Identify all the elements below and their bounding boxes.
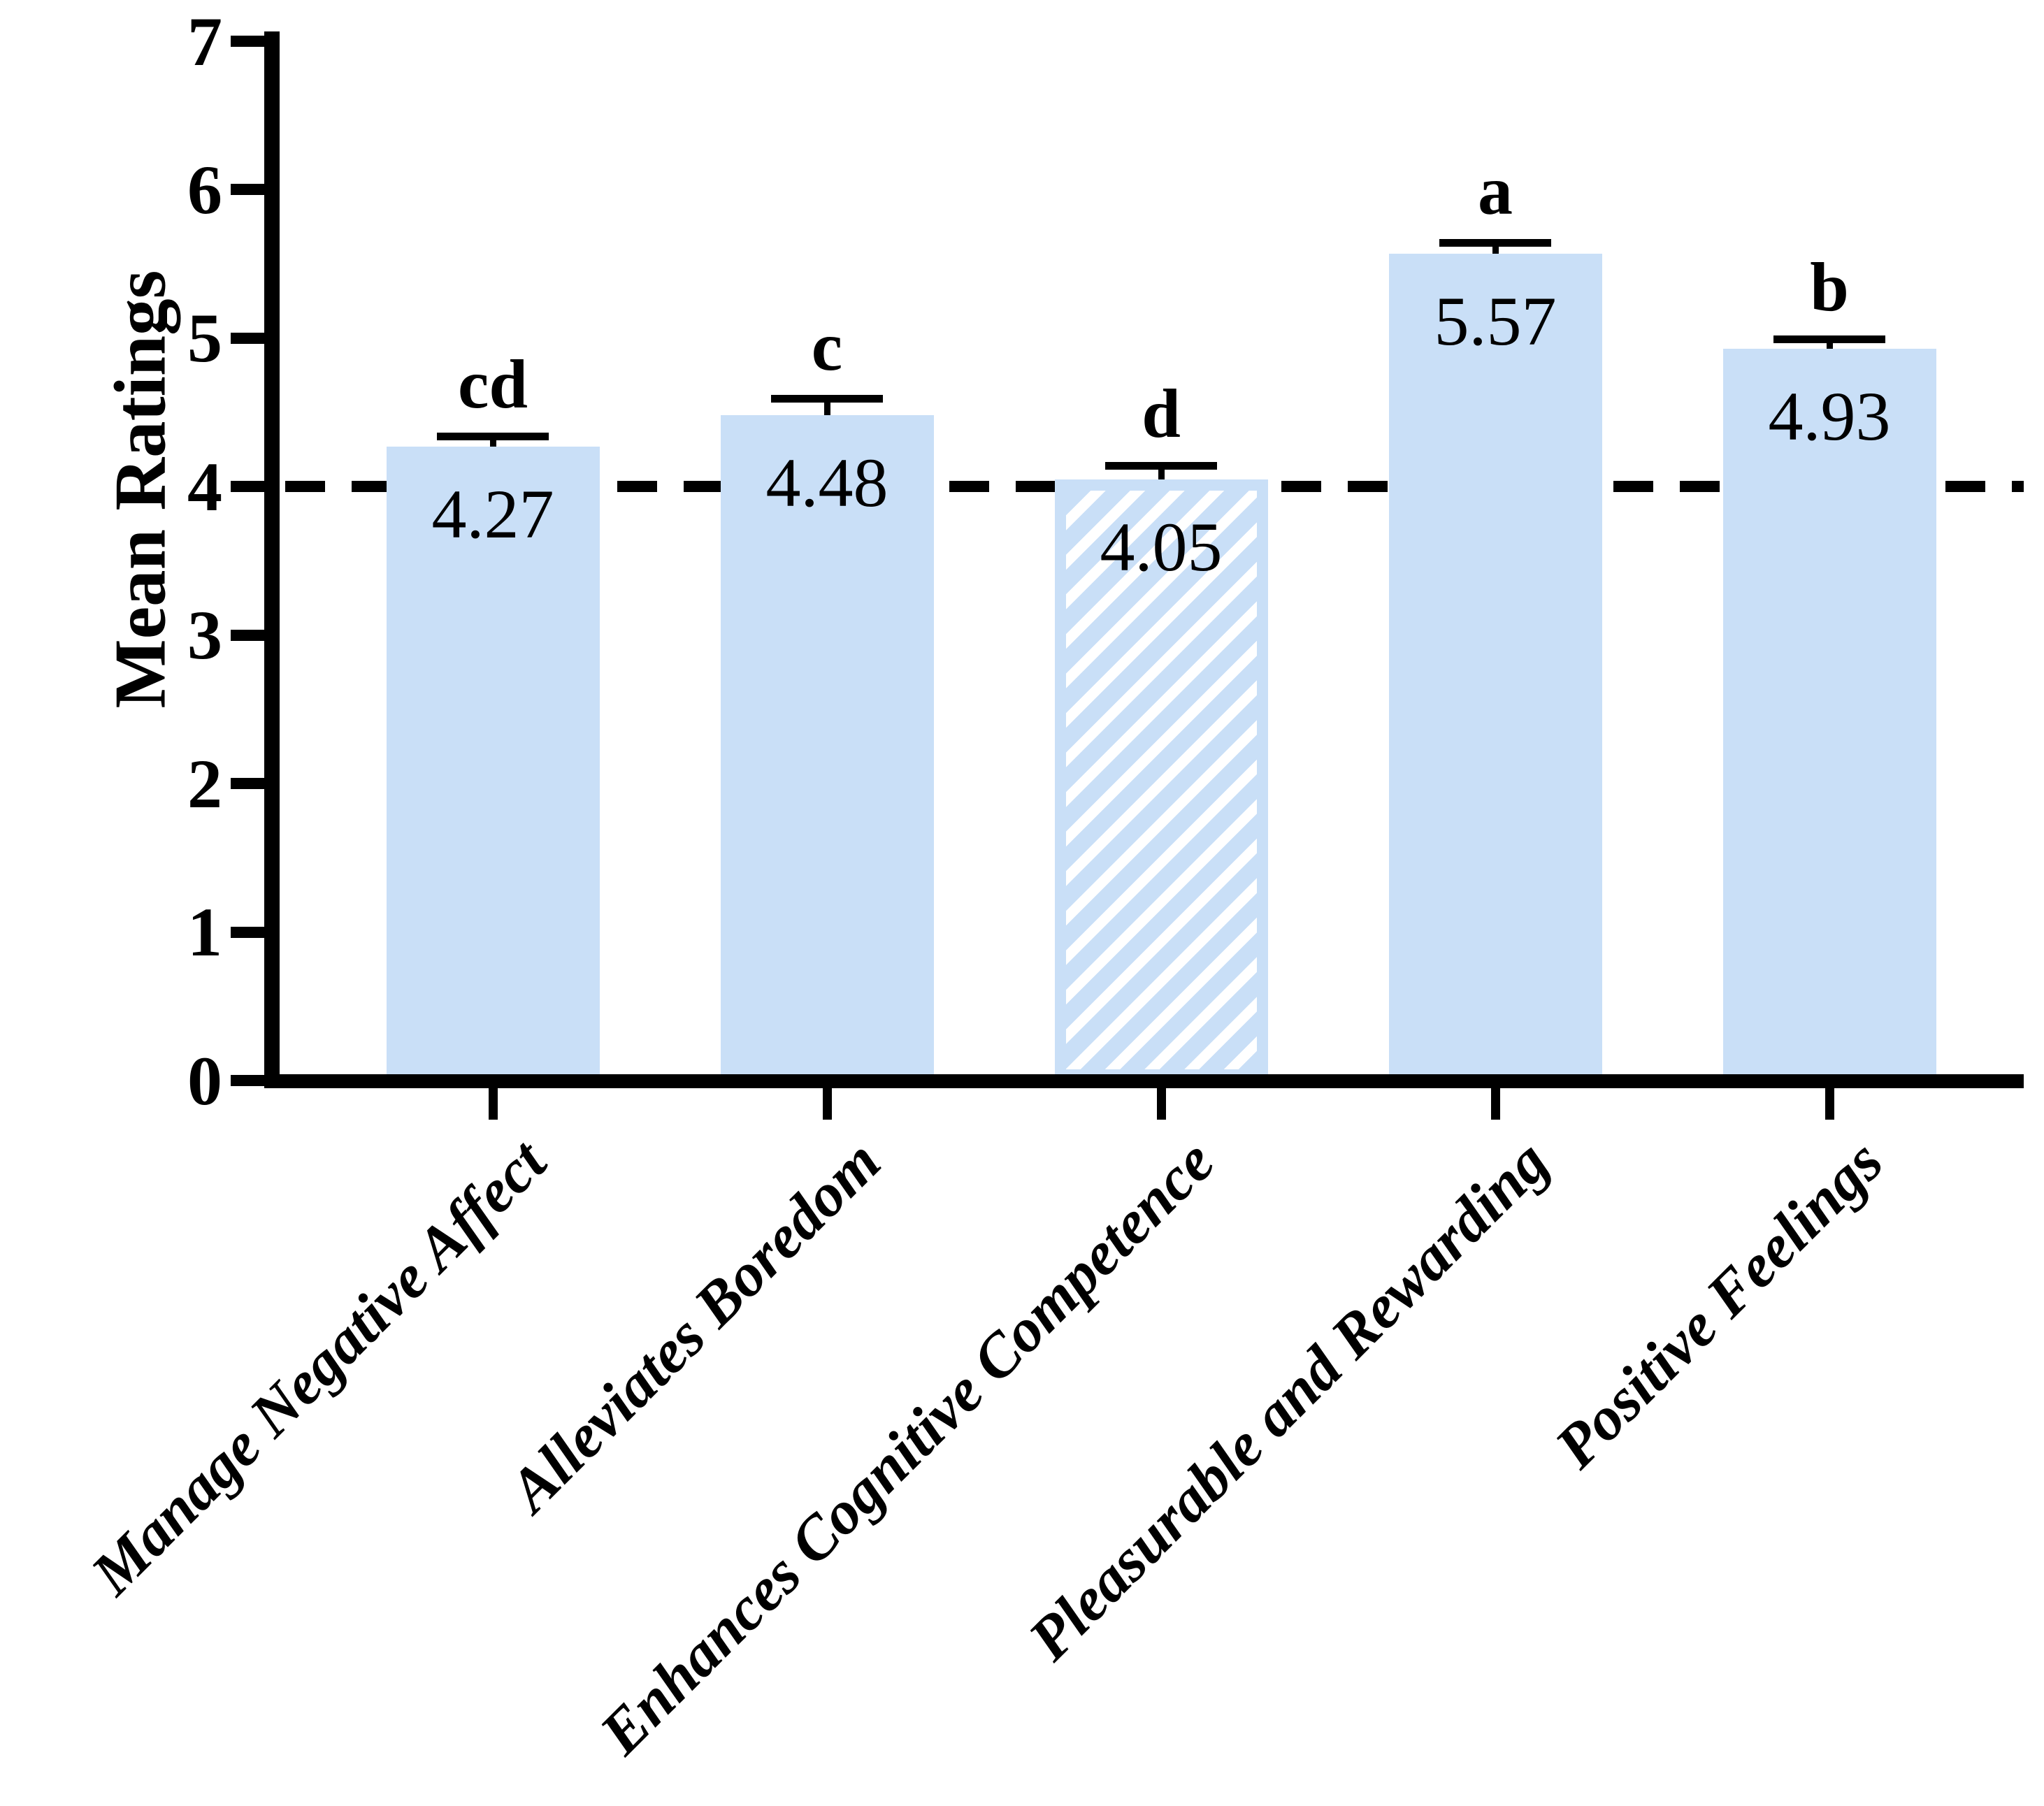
- error-bar-stem: [489, 436, 496, 447]
- y-tick: [231, 926, 271, 938]
- y-tick: [231, 778, 271, 790]
- y-tick: [231, 35, 271, 47]
- error-bar-cap: [1105, 462, 1217, 470]
- bar-alleviates-boredom: [720, 415, 934, 1081]
- x-category-label: Positive Feelings: [1542, 1127, 1897, 1482]
- bar-value-label: 4.05: [1100, 507, 1223, 586]
- x-category-label: Manage Negative Affect: [78, 1127, 560, 1608]
- bar-value-label: 4.48: [765, 444, 888, 522]
- error-bar-cap: [1439, 239, 1551, 247]
- y-tick: [231, 332, 271, 344]
- y-tick-label: 7: [187, 2, 222, 80]
- error-bar-stem: [1826, 339, 1833, 349]
- error-bar-cap: [437, 432, 549, 440]
- error-bar-stem: [1492, 243, 1499, 254]
- y-tick: [231, 1075, 271, 1086]
- y-tick: [231, 481, 271, 493]
- x-tick: [1490, 1088, 1500, 1120]
- significance-letter: c: [811, 308, 843, 386]
- y-tick-label: 5: [187, 299, 222, 377]
- x-category-label: Enhances Cognitive Competence: [587, 1127, 1228, 1768]
- significance-letter: b: [1810, 248, 1849, 326]
- bar-value-label: 4.27: [431, 475, 554, 553]
- bar-value-label: 5.57: [1434, 282, 1557, 360]
- bar-enhances-cognitive-competence: [1054, 479, 1268, 1081]
- y-tick-label: 3: [187, 596, 222, 674]
- y-tick: [231, 629, 271, 641]
- error-bar-stem: [1158, 465, 1165, 479]
- error-bar-stem: [823, 398, 830, 416]
- y-tick-label: 6: [187, 150, 222, 229]
- bar-value-label: 4.93: [1768, 377, 1891, 455]
- error-bar-cap: [771, 395, 883, 403]
- y-tick-label: 2: [187, 744, 222, 823]
- y-axis-line: [264, 31, 280, 1088]
- x-tick: [488, 1088, 498, 1120]
- y-tick-label: 0: [187, 1041, 222, 1120]
- x-tick: [1156, 1088, 1166, 1120]
- y-tick-label: 4: [187, 447, 222, 526]
- y-tick-label: 1: [187, 893, 222, 971]
- significance-letter: d: [1142, 375, 1181, 453]
- bar-manage-negative-affect: [386, 446, 600, 1081]
- bar-pleasurable-and-rewarding: [1388, 253, 1602, 1081]
- x-tick: [822, 1088, 832, 1120]
- y-tick: [231, 184, 271, 196]
- significance-letter: cd: [458, 345, 528, 423]
- error-bar-cap: [1773, 335, 1885, 344]
- x-axis-line: [264, 1074, 2024, 1088]
- bar-positive-feelings: [1722, 348, 1936, 1081]
- x-tick: [1825, 1088, 1834, 1120]
- significance-letter: a: [1478, 152, 1513, 230]
- x-category-label: Alleviates Boredom: [496, 1127, 894, 1525]
